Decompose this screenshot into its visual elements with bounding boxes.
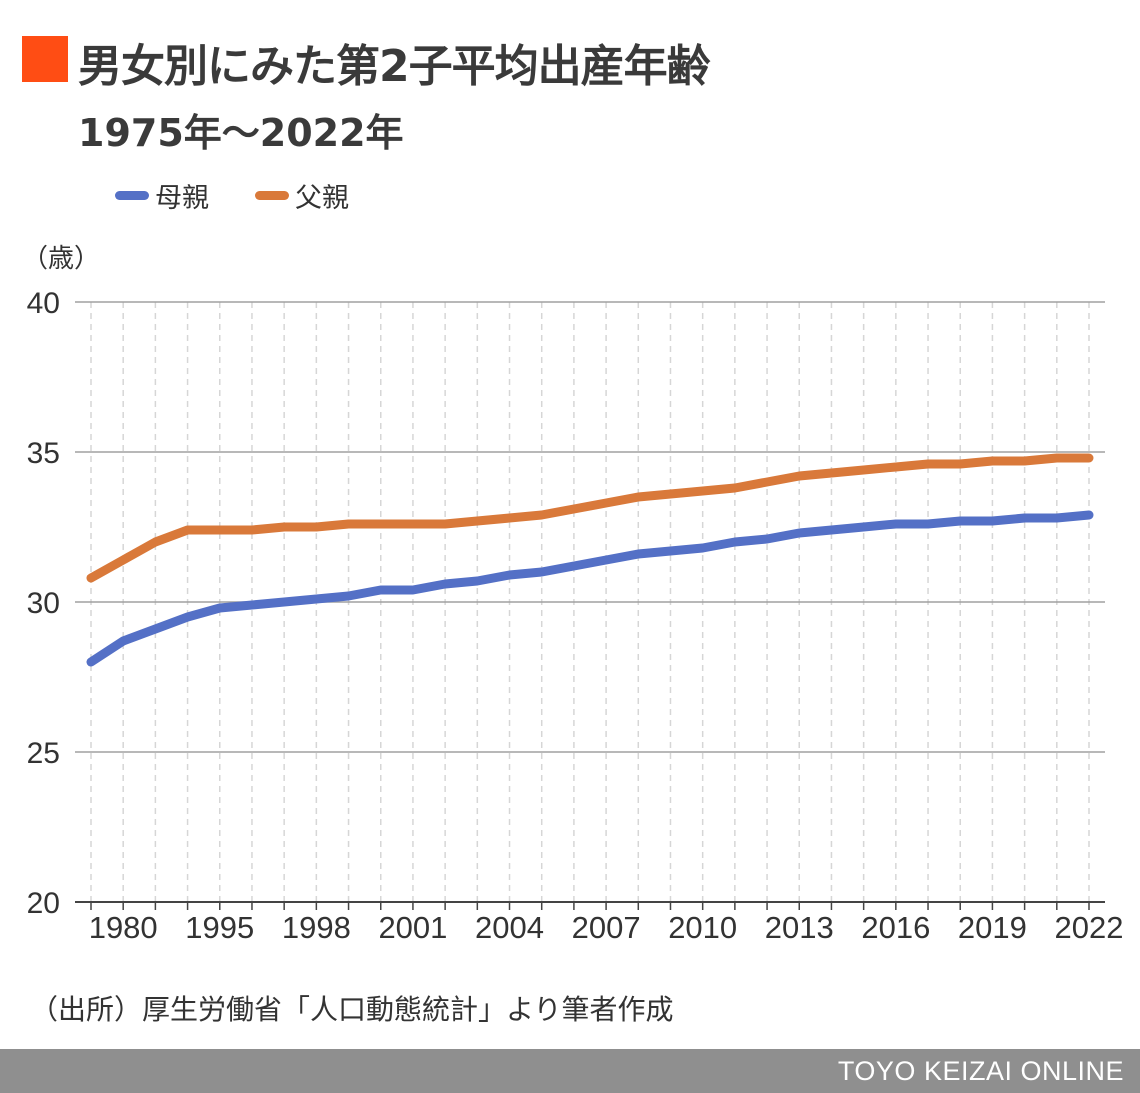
x-tick-label: 2016 [861,910,930,945]
series-line-mother [86,510,1094,667]
y-axis-unit-label: （歳） [22,244,101,274]
title-accent-square [22,36,68,82]
x-tick-label: 2007 [572,910,641,945]
legend-label-mother: 母親 [155,183,209,214]
legend-swatch-father [255,191,289,200]
x-tick-label: 2004 [475,910,544,945]
legend-label-father: 父親 [295,183,349,214]
x-tick-label: 2022 [1055,910,1124,945]
y-tick-label: 40 [27,287,60,320]
chart-subtitle: 1975年〜2022年 [78,111,404,155]
legend-swatch-mother [115,191,149,200]
x-tick-label: 1980 [89,910,158,945]
x-tick-label: 2013 [765,910,834,945]
legend: 母親 父親 [115,176,395,215]
footer-bar: TOYO KEIZAI ONLINE [0,1049,1140,1093]
footer-brand: TOYO KEIZAI ONLINE [837,1056,1124,1086]
y-tick-label: 30 [27,587,60,620]
series-line-father [86,453,1094,583]
chart-title: 男女別にみた第2子平均出産年齢 [78,41,711,92]
y-tick-label: 25 [27,737,60,770]
line-chart: 20 25 30 35 40 1980 1995 1998 2001 2004 2007 2010 20… [27,287,1124,945]
y-tick-label: 35 [27,437,60,470]
legend-item-mother: 母親 [115,176,209,215]
y-tick-label: 20 [27,887,60,920]
legend-item-father: 父親 [255,176,349,215]
x-tick-label: 2019 [958,910,1027,945]
x-tick-label: 2001 [378,910,447,945]
x-tick-label: 1998 [282,910,351,945]
x-tick-label: 1995 [185,910,254,945]
x-tick-label: 2010 [668,910,737,945]
source-note: （出所）厚生労働省「人口動態統計」より筆者作成 [30,993,674,1026]
